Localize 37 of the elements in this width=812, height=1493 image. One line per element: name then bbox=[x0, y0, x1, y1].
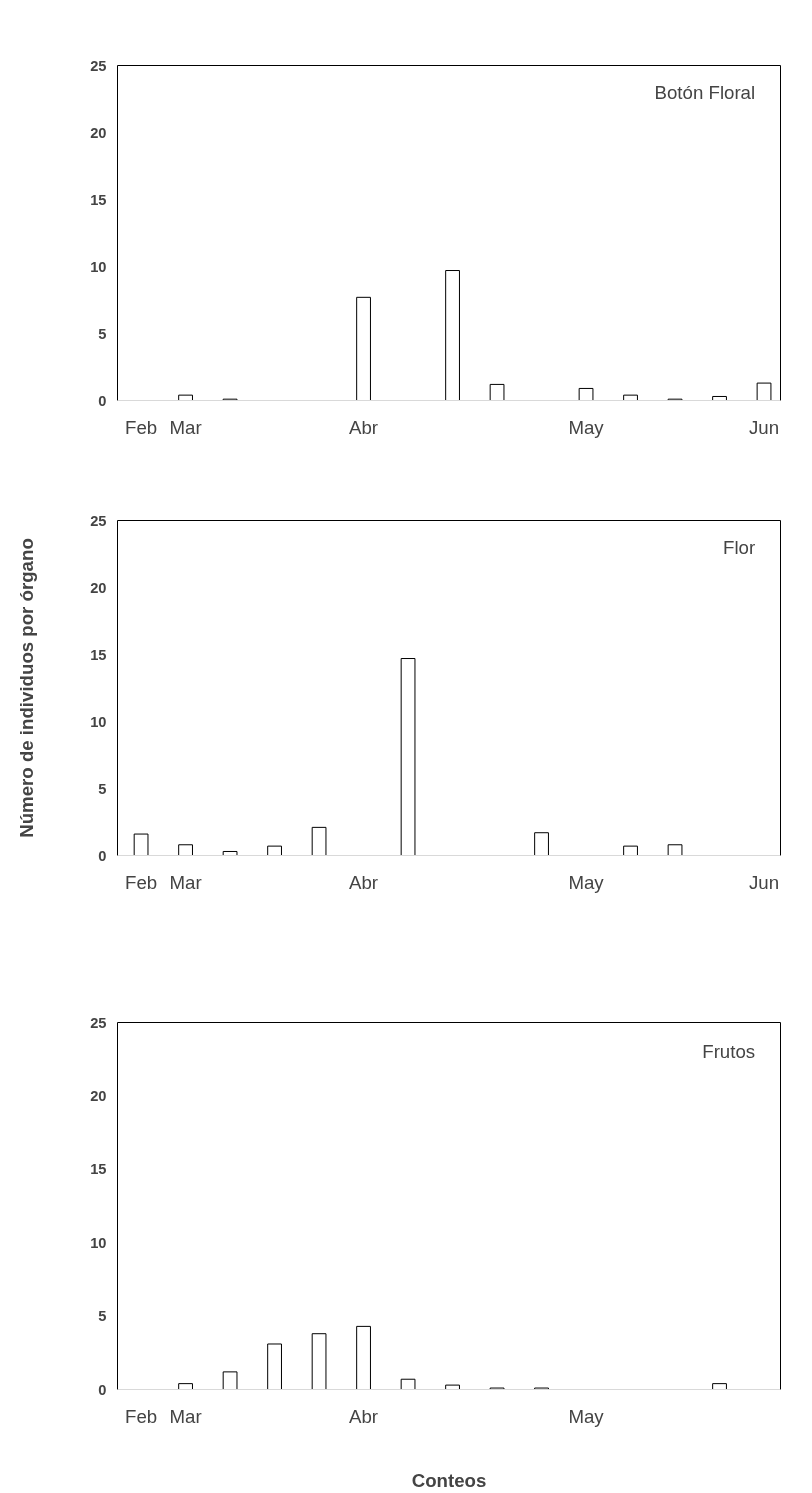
y-tick-label: 5 bbox=[98, 325, 107, 342]
x-tick-label: May bbox=[568, 871, 605, 893]
x-tick-label: Feb bbox=[125, 416, 158, 438]
x-tick-label: Jun bbox=[749, 871, 780, 893]
y-tick-label: 25 bbox=[90, 57, 107, 74]
x-tick-label: May bbox=[568, 416, 605, 438]
x-tick-label: Mar bbox=[169, 416, 202, 438]
y-tick-label: 15 bbox=[90, 191, 107, 208]
x-tick-label: Jun bbox=[749, 416, 780, 438]
y-axis-title: Número de individuos por órgano bbox=[16, 538, 38, 838]
y-tick-label: 10 bbox=[90, 1234, 107, 1251]
y-tick-label: 0 bbox=[98, 392, 107, 409]
y-tick-label: 0 bbox=[98, 847, 107, 864]
x-tick-label: Abr bbox=[349, 1405, 379, 1427]
text: Flor bbox=[723, 536, 756, 558]
y-tick-label: 20 bbox=[90, 579, 107, 596]
x-tick-label: Abr bbox=[349, 871, 379, 893]
text: Frutos bbox=[702, 1041, 756, 1063]
y-tick-label: 25 bbox=[90, 1014, 107, 1031]
x-axis-title: Conteos bbox=[411, 1469, 487, 1491]
text: Botón Floral bbox=[654, 81, 756, 103]
y-tick-label: 10 bbox=[90, 713, 107, 730]
x-tick-label: Feb bbox=[125, 871, 158, 893]
y-tick-label: 25 bbox=[90, 512, 107, 529]
y-tick-label: 0 bbox=[98, 1381, 107, 1398]
y-tick-label: 5 bbox=[98, 1308, 107, 1325]
x-tick-label: Feb bbox=[125, 1405, 158, 1427]
y-tick-label: 15 bbox=[90, 1161, 107, 1178]
x-tick-label: Mar bbox=[169, 1405, 202, 1427]
y-tick-label: 20 bbox=[90, 124, 107, 141]
x-tick-label: Abr bbox=[349, 416, 379, 438]
y-tick-label: 15 bbox=[90, 646, 107, 663]
x-tick-label: Mar bbox=[169, 871, 202, 893]
y-tick-label: 10 bbox=[90, 258, 107, 275]
y-tick-label: 20 bbox=[90, 1087, 107, 1104]
y-tick-label: 5 bbox=[98, 780, 107, 797]
x-tick-label: May bbox=[568, 1405, 605, 1427]
